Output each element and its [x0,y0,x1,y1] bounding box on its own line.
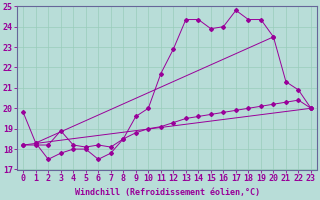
X-axis label: Windchill (Refroidissement éolien,°C): Windchill (Refroidissement éolien,°C) [75,188,260,197]
